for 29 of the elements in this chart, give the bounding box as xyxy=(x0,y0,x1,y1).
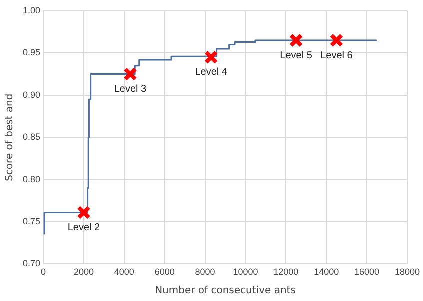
annotation: Level 4 xyxy=(195,67,228,78)
x-tick-label: 14000 xyxy=(314,267,340,278)
x-tick-label: 18000 xyxy=(394,267,420,278)
x-tick-label: 16000 xyxy=(354,267,380,278)
x-tick-label: 6000 xyxy=(154,267,175,278)
point xyxy=(330,34,344,48)
x-tick-label: 10000 xyxy=(233,267,258,278)
y-tick-label: 0.95 xyxy=(22,48,41,58)
x-tick-label: 2000 xyxy=(74,267,94,278)
y-tick-label: 0.70 xyxy=(22,258,41,269)
annotation: Level 2 xyxy=(68,222,101,234)
y-tick-label: 0.85 xyxy=(22,132,41,142)
y-axis-title: Score of best and xyxy=(4,94,16,182)
y-tick-label: 1.00 xyxy=(22,5,41,16)
x-tick-label: 0 xyxy=(41,267,46,278)
point xyxy=(204,50,218,64)
annotation: Level 3 xyxy=(114,84,148,96)
annotation: Level 5 xyxy=(280,50,313,62)
y-tick-label: 0.80 xyxy=(22,174,41,184)
x-axis-title: Number of consecutive ants xyxy=(155,286,296,297)
annotation: Level 6 xyxy=(320,50,354,62)
y-tick-label: 0.75 xyxy=(22,216,41,226)
x-tick-label: 12000 xyxy=(274,267,299,278)
y-tick-label: 0.90 xyxy=(22,90,41,100)
point xyxy=(289,34,304,48)
point xyxy=(77,206,91,220)
x-tick-label: 4000 xyxy=(114,267,134,278)
x-tick-label: 8000 xyxy=(195,267,216,278)
point xyxy=(124,67,138,82)
